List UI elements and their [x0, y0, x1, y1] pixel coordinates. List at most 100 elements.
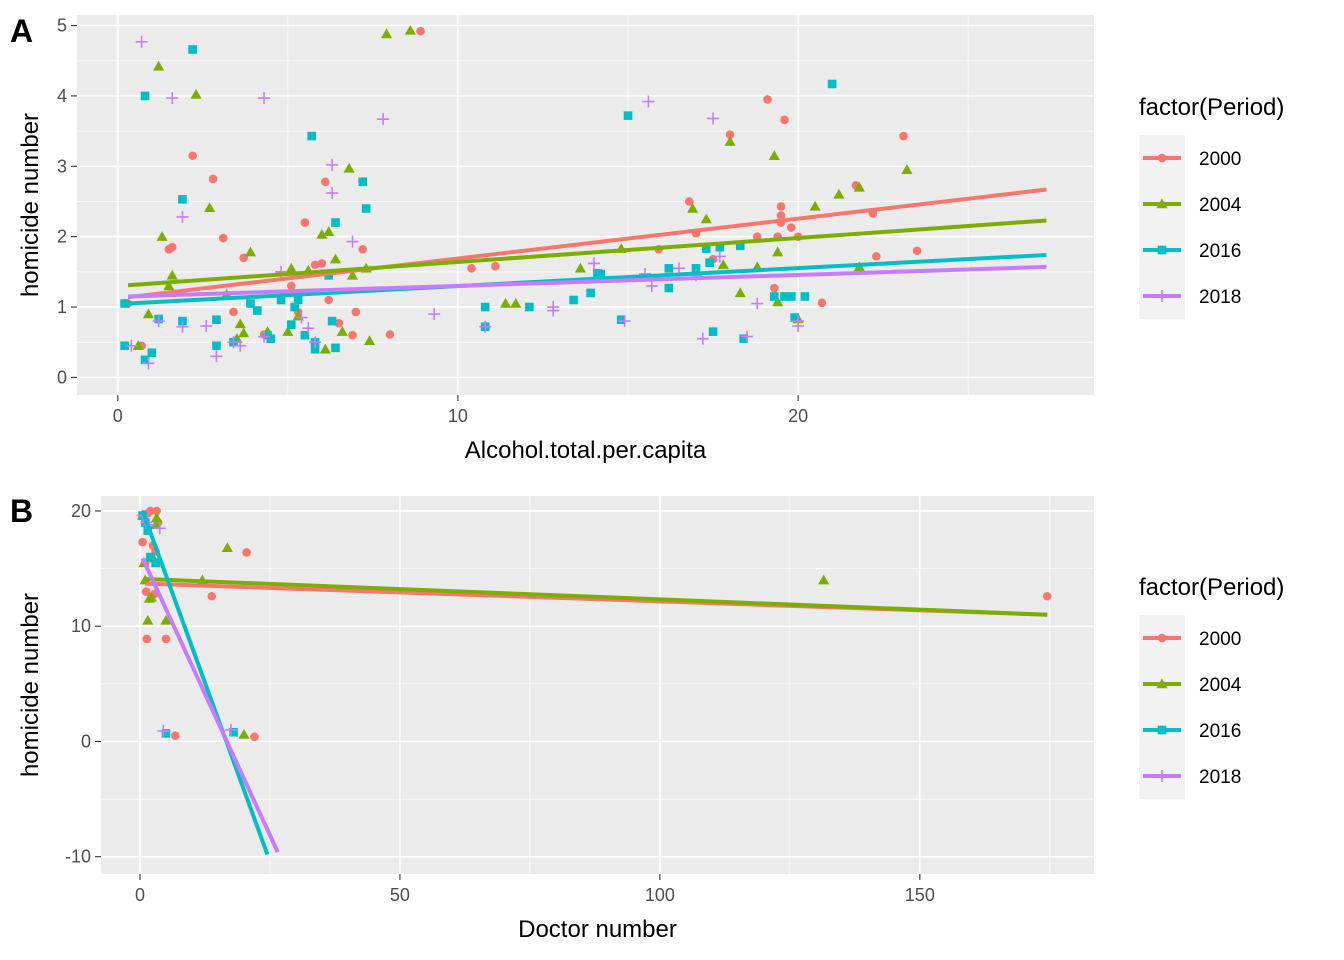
data-point — [343, 162, 355, 173]
data-point — [700, 213, 712, 224]
data-point — [479, 320, 492, 333]
data-point — [725, 130, 735, 139]
data-point — [912, 246, 922, 256]
data-point — [221, 542, 233, 553]
axes: 0 50 100 150 -10 0 10 20 — [65, 501, 935, 905]
data-point — [776, 202, 786, 211]
y-tick-label: 5 — [57, 16, 67, 36]
data-point — [776, 211, 786, 220]
data-point — [780, 292, 789, 301]
y-axis-title: homicide number — [17, 593, 44, 777]
data-point — [152, 315, 165, 328]
data-point — [178, 195, 187, 204]
legend-marker — [1157, 245, 1167, 255]
data-point — [212, 315, 221, 325]
data-point — [276, 295, 286, 305]
x-tick-label: 0 — [135, 885, 145, 905]
data-point — [734, 287, 746, 298]
panel-tag: A — [10, 13, 33, 49]
data-point — [282, 326, 294, 336]
data-point — [266, 334, 276, 344]
data-point — [404, 24, 416, 35]
data-point — [188, 45, 197, 54]
data-point — [872, 252, 881, 261]
data-point — [316, 228, 328, 239]
x-tick-label: 100 — [645, 885, 675, 905]
x-axis-title: Doctor number — [518, 916, 677, 943]
data-point — [786, 223, 796, 232]
data-point — [713, 250, 726, 263]
data-point — [160, 614, 172, 625]
data-point — [739, 334, 748, 344]
data-point — [140, 355, 150, 365]
legend-label: 2018 — [1199, 767, 1241, 788]
legend-item-2016: 2016 — [1139, 227, 1241, 273]
data-point — [510, 297, 522, 308]
y-tick-label: 1 — [57, 297, 67, 317]
x-tick-label: 10 — [448, 406, 468, 426]
data-point — [161, 729, 171, 738]
data-point — [786, 292, 796, 301]
y-tick-label: 0 — [57, 367, 67, 387]
data-point — [319, 343, 331, 354]
legend-marker — [1156, 678, 1168, 689]
data-point — [363, 335, 376, 346]
trend-line-2018 — [127, 264, 1047, 299]
chart-panel-b: 0 50 100 150 -10 0 10 20 Doctor number homicide n… — [10, 493, 1284, 943]
data-point — [642, 95, 655, 108]
legend-label: 2000 — [1199, 629, 1241, 650]
data-point — [207, 591, 217, 601]
data-point — [853, 181, 865, 192]
data-point — [623, 111, 633, 120]
data-point — [428, 308, 441, 321]
data-point — [244, 246, 257, 257]
data-point — [246, 299, 255, 308]
legend-marker — [1157, 633, 1167, 643]
data-point — [588, 257, 601, 270]
legend-label: 2018 — [1199, 287, 1241, 308]
legend: factor(Period) 2000 2004 2016 2018 — [1139, 574, 1284, 799]
data-point — [204, 202, 216, 213]
data-point — [166, 92, 179, 105]
y-tick-label: 3 — [57, 156, 67, 176]
data-point — [772, 296, 784, 307]
legend-label: 2000 — [1199, 149, 1241, 170]
legend-marker — [1156, 290, 1168, 302]
data-point — [120, 341, 129, 351]
legend-title: factor(Period) — [1139, 94, 1284, 121]
data-point — [751, 297, 764, 310]
trend-line-2004 — [145, 576, 1048, 617]
legend-label: 2004 — [1199, 675, 1242, 696]
data-point — [156, 231, 168, 241]
y-tick-label: 2 — [57, 227, 67, 247]
data-point — [809, 200, 821, 211]
data-point — [208, 174, 218, 184]
data-point — [234, 318, 246, 329]
data-point — [833, 188, 845, 199]
data-point — [149, 519, 162, 530]
data-point — [323, 226, 335, 236]
data-point — [188, 151, 197, 161]
legend-item-2000: 2000 — [1139, 615, 1241, 661]
data-point — [142, 614, 154, 625]
data-point — [724, 136, 736, 146]
data-point — [780, 115, 789, 125]
data-point — [705, 258, 714, 268]
data-point — [336, 326, 348, 336]
x-tick-label: 20 — [788, 406, 808, 426]
data-point — [146, 506, 155, 516]
data-point — [687, 202, 699, 213]
data-point — [717, 259, 729, 270]
data-point — [167, 242, 177, 252]
data-point — [317, 259, 327, 268]
data-point — [696, 332, 709, 345]
data-point — [346, 235, 359, 248]
data-point — [310, 260, 320, 270]
data-point — [361, 204, 371, 213]
y-tick-label: 0 — [81, 731, 91, 751]
y-tick-label: 4 — [57, 86, 67, 106]
trend-line-2000 — [127, 187, 1047, 300]
legend-item-2018: 2018 — [1139, 273, 1241, 319]
data-point — [701, 244, 711, 253]
data-point — [252, 306, 262, 315]
